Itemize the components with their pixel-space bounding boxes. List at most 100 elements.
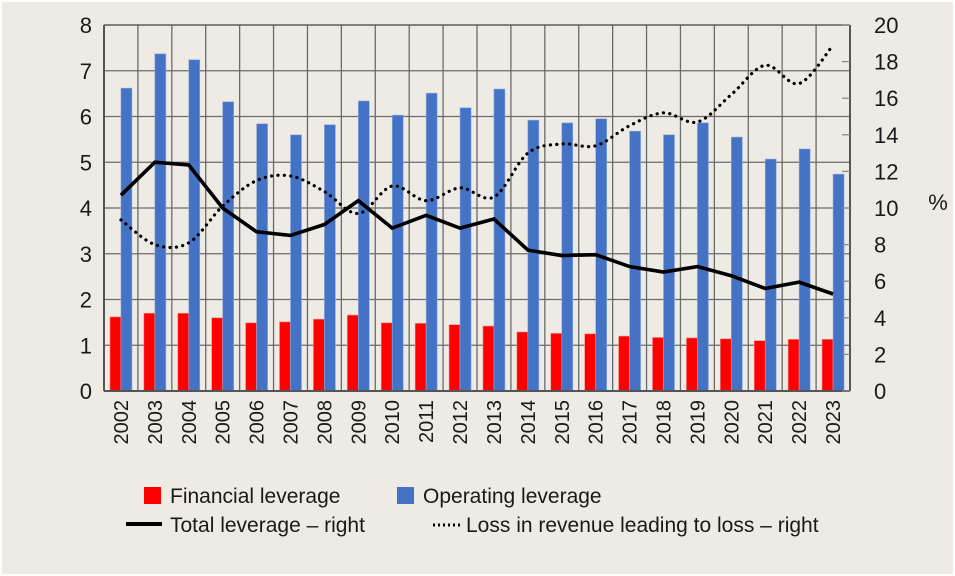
legend-label-operating-leverage: Operating leverage — [423, 485, 602, 508]
bar-operating-leverage-2017 — [629, 130, 641, 392]
bar-financial-leverage-2020 — [720, 338, 732, 392]
y-tick-label-left: 2 — [80, 288, 92, 313]
x-tick-label: 2007 — [281, 400, 303, 445]
bar-operating-leverage-2003 — [154, 53, 167, 392]
y-axis-left-ticks: 0 1 2 3 4 5 6 7 8 — [80, 13, 92, 404]
y-tick-label-right: 0 — [874, 379, 886, 404]
bar-operating-leverage-2011 — [425, 92, 438, 392]
x-tick-label: 2013 — [484, 400, 506, 445]
bar-financial-leverage-2022 — [787, 339, 800, 392]
bar-financial-leverage-2015 — [550, 333, 563, 392]
bar-operating-leverage-2013 — [493, 88, 506, 392]
x-tick-label: 2022 — [789, 400, 811, 445]
bar-financial-leverage-2021 — [753, 340, 766, 392]
y-axis-right-ticks: 0 2 4 6 8 10 12 14 16 18 20 — [874, 13, 898, 404]
legend-marker-financial-leverage — [144, 487, 161, 504]
x-tick-label: 2021 — [755, 400, 777, 445]
y-tick-label-left: 7 — [80, 59, 92, 84]
bar-operating-leverage-2014 — [527, 119, 540, 392]
y-tick-label-right: 10 — [874, 196, 898, 221]
x-tick-label: 2004 — [179, 400, 201, 445]
axes — [103, 24, 851, 392]
y-tick-label-left: 6 — [80, 105, 92, 130]
x-tick-label: 2009 — [348, 400, 370, 445]
x-tick-label: 2016 — [586, 400, 608, 445]
bar-financial-leverage-2002 — [109, 316, 122, 392]
line-total-leverage — [119, 160, 834, 296]
x-tick-label: 2008 — [314, 400, 336, 445]
y-tick-label-left: 5 — [80, 150, 92, 175]
y-tick-label-right: 8 — [874, 233, 886, 258]
x-tick-label: 2012 — [450, 400, 472, 445]
bar-financial-leverage-2003 — [143, 312, 156, 392]
legend-label-loss-in-revenue: Loss in revenue leading to loss – right — [466, 514, 819, 537]
line-loss-in-revenue — [119, 43, 835, 250]
bar-financial-leverage-2013 — [482, 325, 495, 392]
bar-operating-leverage-2008 — [324, 124, 336, 392]
x-tick-label: 2017 — [620, 400, 642, 445]
bar-operating-leverage-2009 — [358, 100, 370, 392]
x-tick-label: 2015 — [552, 400, 574, 445]
x-axis-ticks: 2002 2003 2004 2005 2006 2007 2008 2009 2010 2011… — [111, 400, 845, 445]
y-tick-label-right: 14 — [874, 123, 898, 148]
x-tick-label: 2019 — [687, 400, 709, 445]
x-tick-label: 2010 — [382, 400, 404, 445]
bar-financial-leverage-2007 — [279, 321, 291, 392]
bar-financial-leverage-2019 — [686, 337, 698, 392]
x-tick-label: 2018 — [654, 400, 676, 445]
x-tick-label: 2011 — [416, 400, 438, 443]
bar-operating-leverage-2021 — [764, 158, 777, 392]
legend: Financial leverage Operating leverage To… — [126, 485, 819, 537]
bar-operating-leverage-2020 — [731, 136, 743, 392]
y-tick-label-right: 16 — [874, 86, 898, 111]
bar-financial-leverage-2018 — [652, 337, 664, 392]
bar-financial-leverage-2004 — [177, 312, 190, 392]
bar-financial-leverage-2006 — [245, 322, 257, 392]
x-tick-label: 2014 — [518, 400, 540, 445]
y-tick-label-right: 12 — [874, 159, 898, 184]
bar-financial-leverage-2011 — [414, 322, 427, 392]
bar-financial-leverage-2009 — [347, 314, 359, 392]
x-tick-label: 2002 — [111, 400, 133, 445]
bar-operating-leverage-2018 — [663, 134, 675, 392]
legend-label-financial-leverage: Financial leverage — [170, 485, 340, 508]
y-tick-label-right: 4 — [874, 306, 886, 331]
x-tick-label: 2020 — [721, 400, 743, 445]
bar-operating-leverage-2004 — [188, 59, 201, 392]
bar-operating-leverage-2010 — [391, 114, 404, 392]
bar-operating-leverage-2019 — [697, 122, 709, 392]
y-axis-right-label: % — [928, 190, 948, 215]
x-tick-label: 2006 — [247, 400, 269, 445]
y-tick-label-right: 18 — [874, 50, 898, 75]
bar-financial-leverage-2023 — [821, 339, 834, 392]
y-tick-label-right: 2 — [874, 342, 886, 367]
y-tick-label-left: 4 — [80, 196, 92, 221]
bar-operating-leverage-2023 — [832, 173, 845, 392]
y-tick-label-right: 20 — [874, 13, 898, 38]
bar-financial-leverage-2010 — [380, 322, 393, 392]
y-tick-label-right: 6 — [874, 269, 886, 294]
lines — [119, 43, 835, 296]
bar-operating-leverage-2007 — [290, 134, 302, 392]
legend-marker-operating-leverage — [397, 487, 414, 504]
x-tick-label: 2023 — [823, 400, 845, 445]
bar-financial-leverage-2014 — [516, 331, 529, 392]
y-tick-label-left: 8 — [80, 13, 92, 38]
bar-operating-leverage-2005 — [222, 101, 234, 392]
y-tick-label-left: 3 — [80, 242, 92, 267]
bar-financial-leverage-2008 — [313, 318, 325, 392]
legend-label-total-leverage: Total leverage – right — [170, 514, 365, 537]
bar-financial-leverage-2005 — [211, 317, 223, 392]
bar-operating-leverage-2006 — [256, 123, 268, 392]
bar-operating-leverage-2012 — [459, 107, 472, 392]
x-tick-label: 2005 — [213, 400, 235, 445]
bar-operating-leverage-2022 — [798, 148, 811, 392]
y-tick-label-left: 1 — [80, 333, 92, 358]
bar-financial-leverage-2016 — [584, 333, 596, 392]
bar-operating-leverage-2002 — [120, 87, 133, 392]
bar-financial-leverage-2012 — [448, 324, 461, 392]
bar-financial-leverage-2017 — [618, 335, 630, 392]
x-tick-label: 2003 — [145, 400, 167, 445]
y-tick-label-left: 0 — [80, 379, 92, 404]
